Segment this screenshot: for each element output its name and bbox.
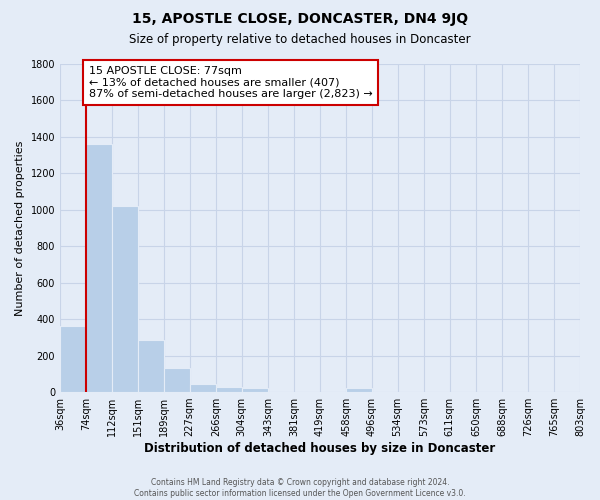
Bar (112, 206, 138, 392)
Bar (138, 340, 164, 392)
Bar (86, 144, 112, 392)
Y-axis label: Number of detached properties: Number of detached properties (15, 140, 25, 316)
Text: 15 APOSTLE CLOSE: 77sqm
← 13% of detached houses are smaller (407)
87% of semi-d: 15 APOSTLE CLOSE: 77sqm ← 13% of detache… (89, 66, 372, 99)
Bar (60, 326, 86, 392)
Bar (190, 384, 216, 392)
Bar (164, 368, 190, 392)
X-axis label: Distribution of detached houses by size in Doncaster: Distribution of detached houses by size … (145, 442, 496, 455)
Bar (346, 388, 372, 392)
Text: Size of property relative to detached houses in Doncaster: Size of property relative to detached ho… (129, 32, 471, 46)
Bar (216, 386, 242, 392)
Text: 15, APOSTLE CLOSE, DONCASTER, DN4 9JQ: 15, APOSTLE CLOSE, DONCASTER, DN4 9JQ (132, 12, 468, 26)
Bar (242, 388, 268, 392)
Text: Contains HM Land Registry data © Crown copyright and database right 2024.
Contai: Contains HM Land Registry data © Crown c… (134, 478, 466, 498)
